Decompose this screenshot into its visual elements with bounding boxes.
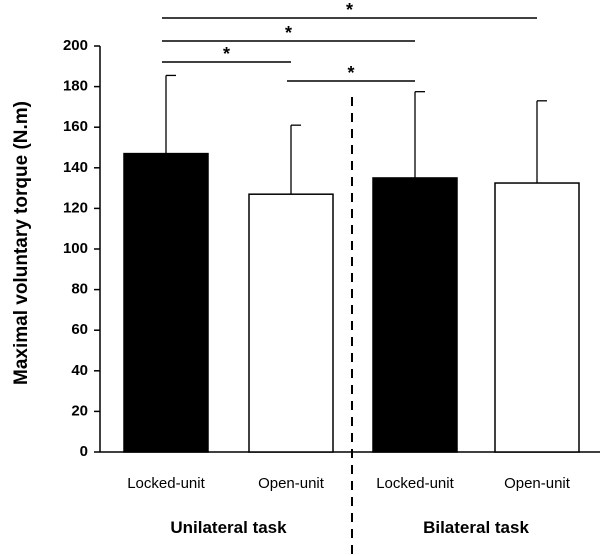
y-tick-label: 0 [80,443,88,460]
significance-brackets: * * * * [162,0,537,83]
bars [123,74,580,556]
y-tick-label: 160 [63,118,88,135]
category-label: Open-unit [504,475,571,492]
category-label: Open-unit [258,475,325,492]
significance-star: * [347,63,354,83]
y-tick-label: 60 [71,321,88,338]
group-label: Unilateral task [170,518,287,537]
y-tick-label: 180 [63,78,88,95]
y-tick-label: 80 [71,281,88,298]
bar [494,182,580,453]
y-axis-label: Maximal voluntary torque (N.m) [11,101,32,385]
y-tick-label: 140 [63,159,88,176]
y-tick-label: 100 [63,240,88,257]
significance-star: * [346,0,353,20]
x-axis-labels: Locked-unit Open-unit Locked-unit Open-unit… [127,475,571,537]
bar [123,152,209,453]
group-label: Bilateral task [423,518,529,537]
y-tick-label: 200 [63,37,88,54]
y-tick-label: 40 [71,362,88,379]
category-label: Locked-unit [127,475,205,492]
y-axis: 0 20 40 60 80 100 120 140 160 180 200 [63,37,600,460]
y-tick-label: 120 [63,199,88,216]
significance-star: * [285,23,292,43]
y-tick-label: 20 [71,402,88,419]
bar [372,177,458,453]
bar [248,193,334,453]
significance-star: * [223,44,230,64]
category-label: Locked-unit [376,475,454,492]
